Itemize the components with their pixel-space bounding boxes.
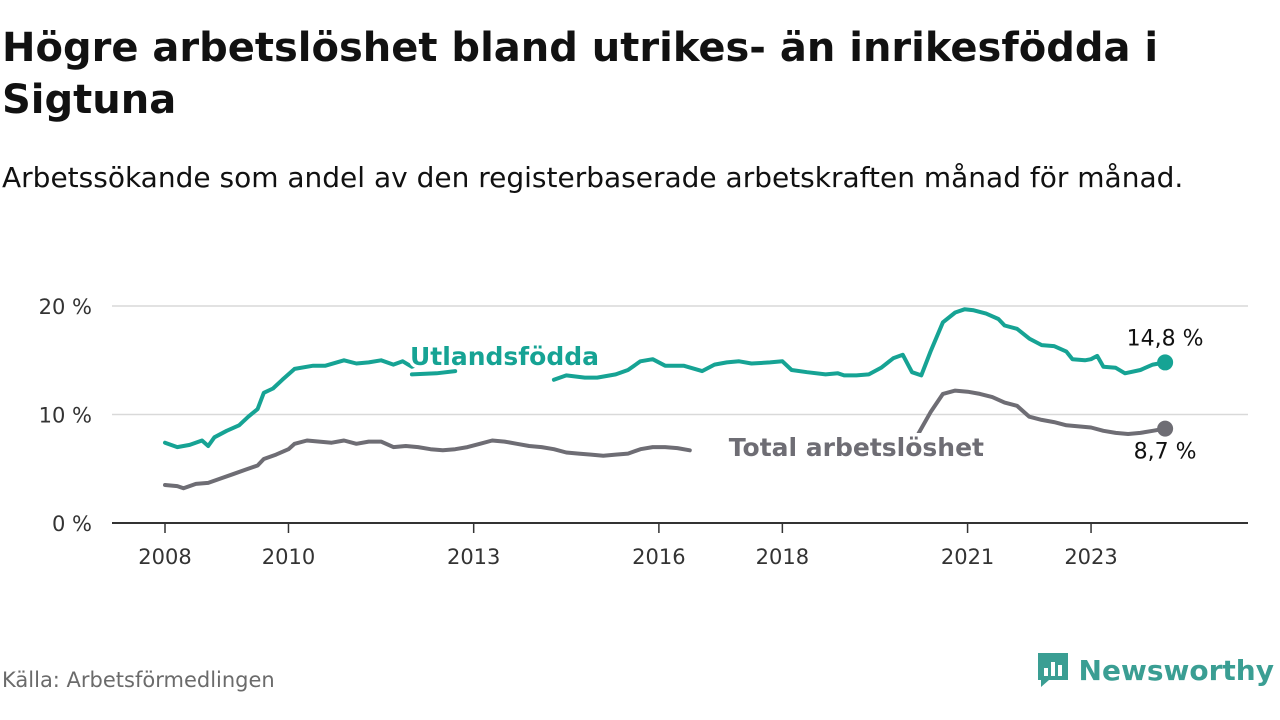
series-line-utlandsfodda [163, 358, 421, 450]
series-line-total [916, 388, 1168, 436]
series-line-utlandsfodda [551, 307, 1168, 382]
x-tick-label: 2023 [1064, 545, 1117, 569]
x-tick-label: 2021 [941, 545, 994, 569]
grid-lines [112, 305, 1248, 524]
series-name-label: Utlandsfödda [410, 342, 599, 371]
series-line-utlandsfodda [409, 369, 458, 377]
x-tick-label: 2008 [138, 545, 191, 569]
end-value-label: 14,8 % [1127, 326, 1204, 351]
newsworthy-logo-icon [1037, 653, 1068, 687]
source-note: Källa: Arbetsförmedlingen [2, 668, 275, 692]
brand-logo: Newsworthy [1035, 650, 1274, 690]
x-axis: 2008 2010 2013 2016 2018 2021 2023 [138, 523, 1118, 569]
series-name-label: Total arbetslöshet [729, 433, 984, 462]
chart-subtitle: Arbetssökande som andel av den registerb… [2, 161, 1184, 194]
x-tick-label: 2016 [632, 545, 685, 569]
end-point-total [1157, 420, 1174, 437]
x-tick-label: 2018 [756, 545, 809, 569]
line-chart: 0 % 10 % 20 % 2008 2010 2013 2016 2018 2021 2023… [39, 295, 1248, 569]
series-line-total [163, 438, 692, 491]
end-point-utlandsfodda [1157, 354, 1174, 371]
y-tick-label: 20 % [39, 295, 92, 319]
x-tick-label: 2010 [262, 545, 315, 569]
end-value-label: 8,7 % [1134, 440, 1197, 465]
y-tick-label: 0 % [52, 512, 92, 536]
chart-title: Högre arbetslöshet bland utrikes- än inr… [2, 25, 1159, 123]
brand-name: Newsworthy [1078, 653, 1274, 687]
y-axis: 0 % 10 % 20 % [39, 295, 92, 536]
series-labels: Utlandsfödda Total arbetslöshet 14,8 % 8,7 … [407, 324, 1207, 467]
x-tick-label: 2013 [447, 545, 500, 569]
y-tick-label: 10 % [39, 404, 92, 428]
series-lines [163, 307, 1174, 491]
